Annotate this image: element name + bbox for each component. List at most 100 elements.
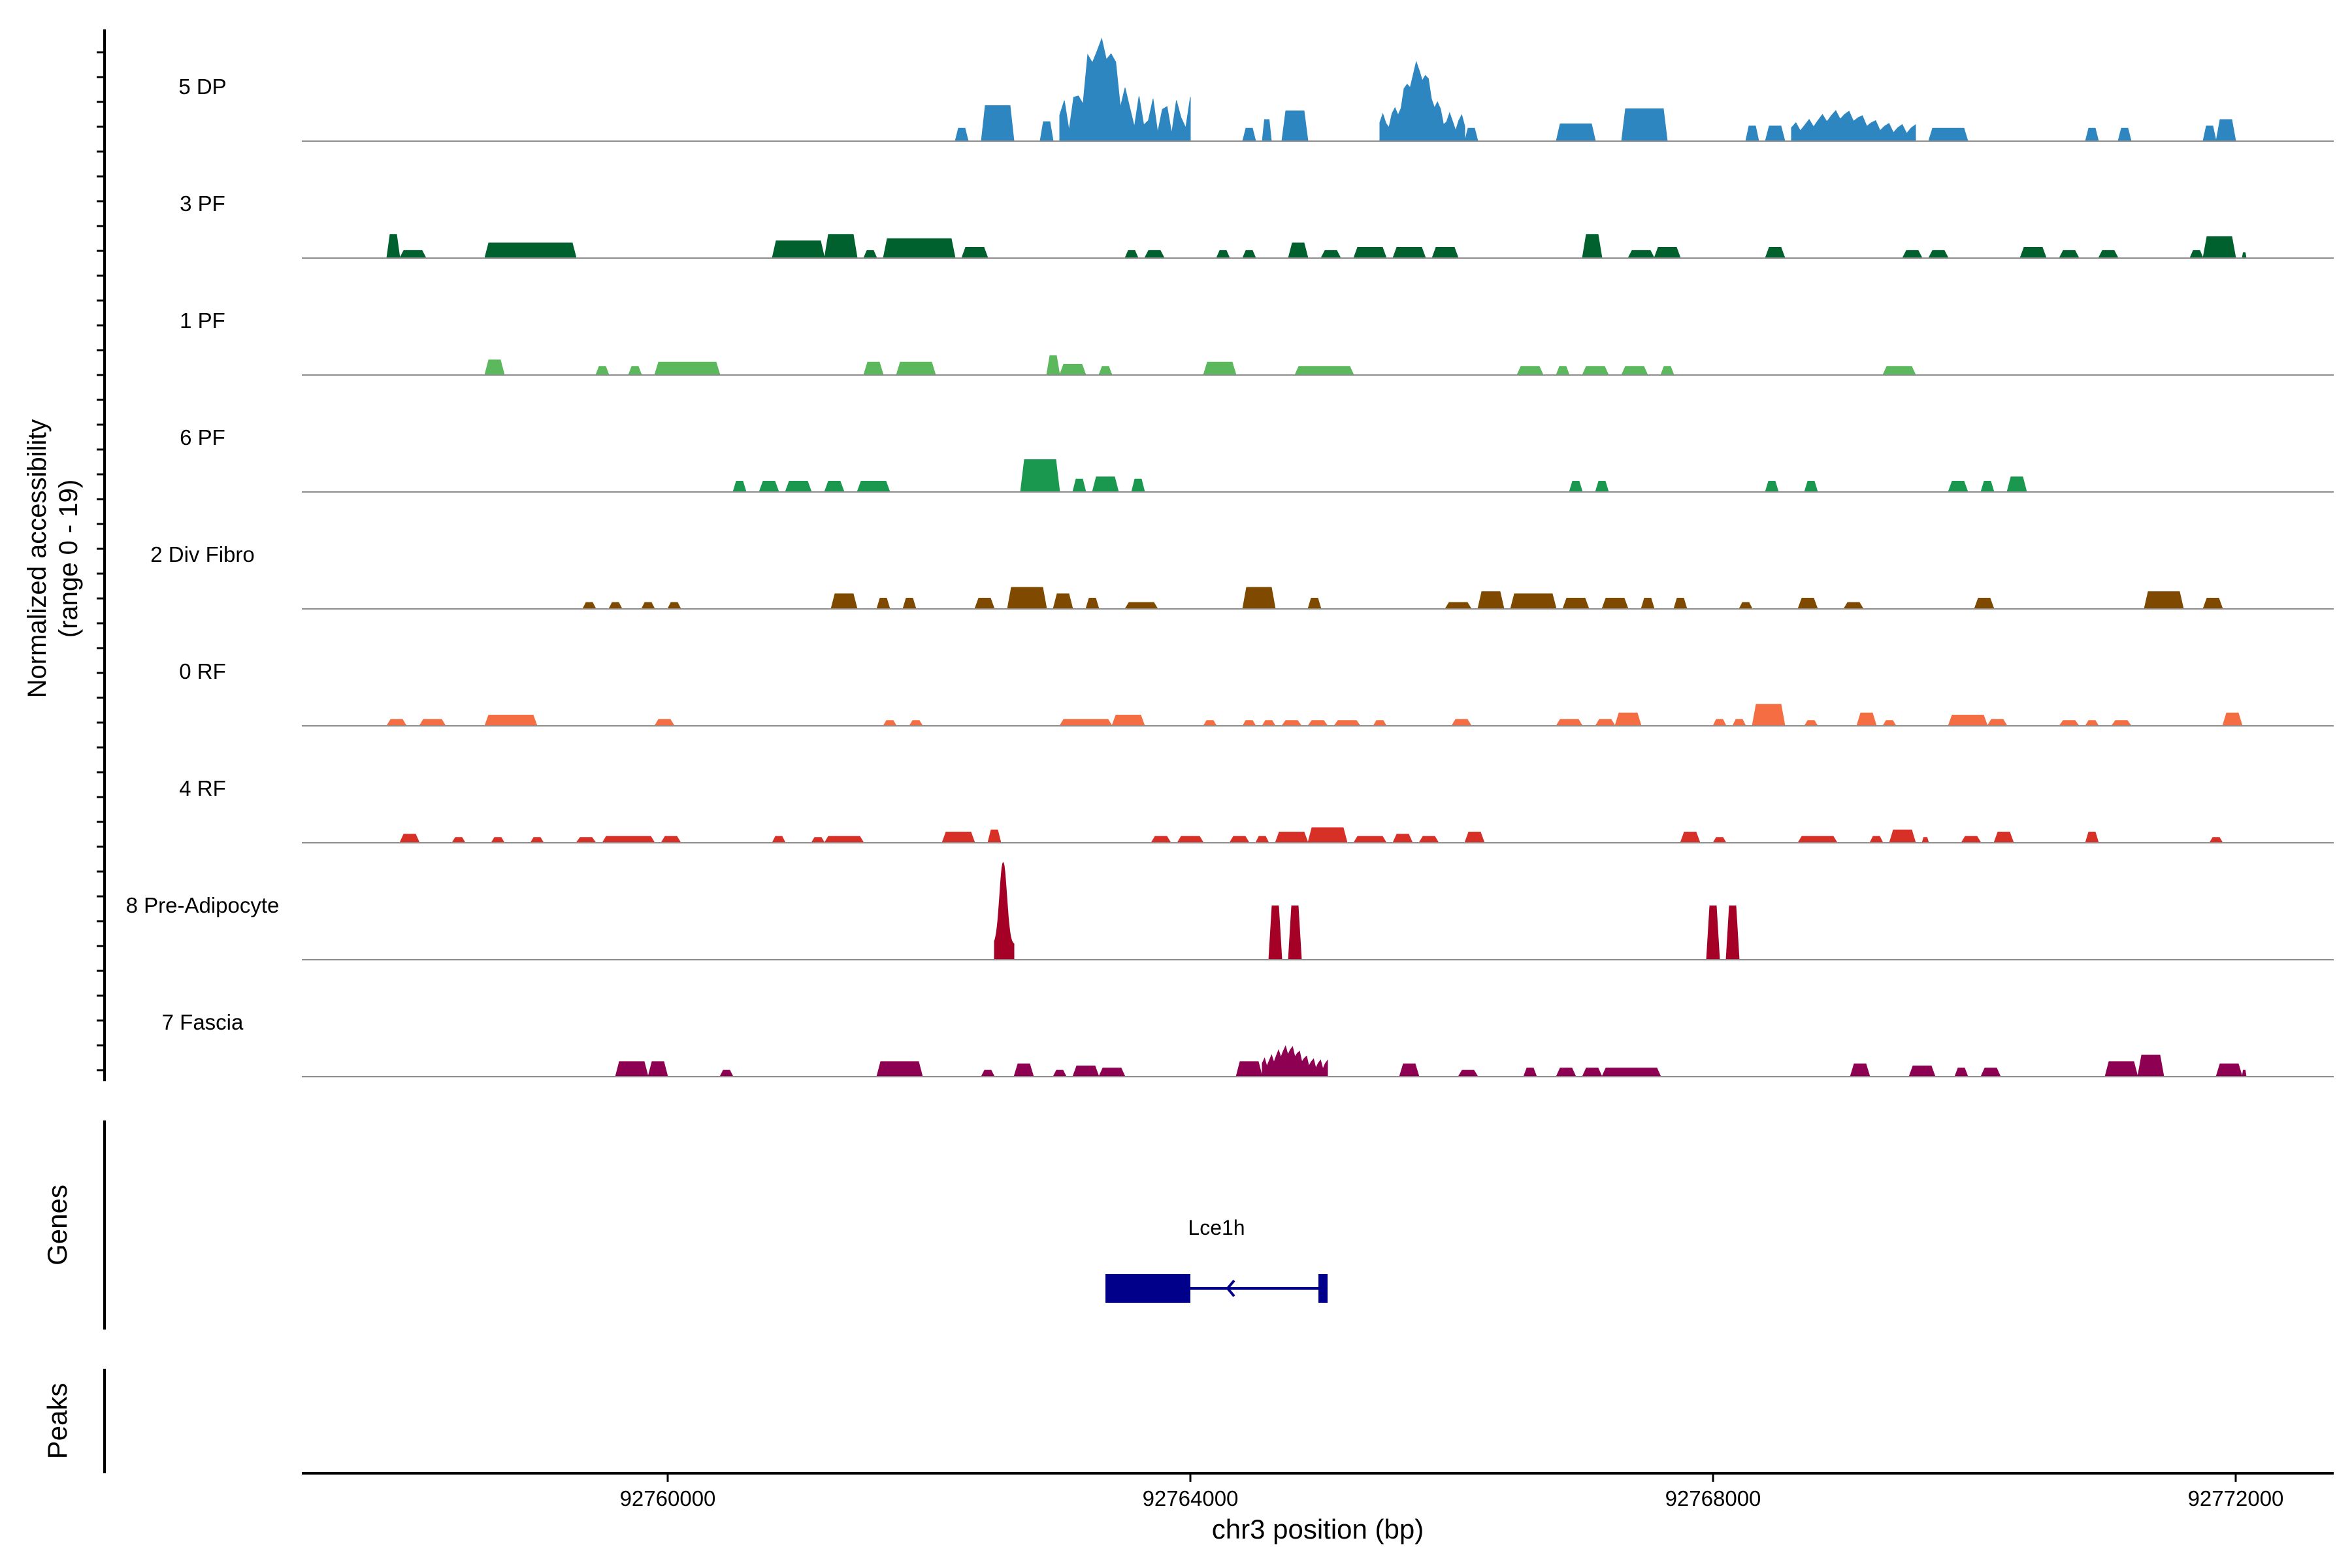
coverage-area (602, 836, 655, 843)
coverage-area (1601, 598, 1629, 610)
coverage-area (399, 250, 427, 259)
coverage-area (994, 862, 1015, 960)
coverage-area (1627, 250, 1655, 259)
coverage-area (876, 1061, 923, 1077)
coverage-area (1752, 704, 1786, 727)
coverage-area (1177, 836, 1204, 843)
coverage-area (857, 481, 890, 493)
coverage-area (1431, 247, 1459, 259)
track-label: 3 PF (180, 191, 225, 216)
coverage-area (1098, 1068, 1126, 1077)
x-tick-label: 92760000 (620, 1486, 716, 1511)
coverage-area (1294, 366, 1354, 376)
y-axis-title: Normalized accessibility (range 0 - 19) (23, 419, 83, 698)
track-5-dp: 5 DP (178, 37, 2334, 142)
coverage-area (824, 234, 858, 259)
coverage-area (1242, 587, 1276, 610)
track-label: 0 RF (179, 659, 226, 683)
track-6-pf: 6 PF (180, 425, 2334, 493)
track-label: 1 PF (180, 308, 225, 333)
track-7-fascia: 7 Fascia (162, 1010, 2334, 1077)
coverage-area (1059, 37, 1191, 142)
coverage-area (1582, 366, 1609, 376)
coverage-area (484, 715, 538, 727)
gene-label: Lce1h (1188, 1216, 1245, 1239)
y-axis-title-line2: (range 0 - 19) (54, 480, 83, 638)
coverage-area (2202, 236, 2236, 259)
coverage-area (1111, 715, 1145, 727)
coverage-tracks: 5 DP 3 PF 1 PF 6 PF 2 Div Fibro 0 RF 4 RF 8 Pre… (126, 37, 2334, 1077)
coverage-area (1092, 476, 1119, 493)
track-label: 4 RF (179, 776, 226, 800)
gene-track: Lce1h (1105, 1216, 1328, 1303)
coverage-area (1510, 593, 1557, 610)
coverage-area (824, 836, 864, 843)
track-label: 2 Div Fibro (150, 542, 255, 566)
coverage-area (1562, 598, 1590, 610)
coverage-area (576, 837, 596, 843)
coverage-area (1556, 719, 1583, 727)
coverage-area (1477, 591, 1505, 610)
coverage-y-axis-ticks (97, 51, 105, 1071)
coverage-area (1281, 720, 1302, 727)
coverage-area (1072, 1066, 1100, 1077)
track-1-pf: 1 PF (180, 308, 2334, 376)
coverage-area (2242, 1070, 2247, 1077)
track-label: 7 Fascia (162, 1010, 244, 1034)
coverage-area (615, 1061, 649, 1077)
track-3-pf: 3 PF (180, 191, 2334, 259)
coverage-area (1621, 366, 1648, 376)
coverage-area (981, 105, 1015, 142)
coverage-area (1353, 247, 1387, 259)
x-axis-title: chr3 position (bp) (1212, 1514, 1424, 1544)
coverage-area (1353, 836, 1387, 843)
track-4-rf: 4 RF (179, 776, 2334, 843)
coverage-area (772, 240, 825, 259)
coverage-area (1020, 459, 1060, 493)
coverage-area (1333, 720, 1361, 727)
x-axis-ticks: 92760000 92764000 92768000 92772000 (620, 1473, 2283, 1511)
coverage-area (2137, 1054, 2164, 1077)
coverage-area (484, 242, 577, 259)
gene-strand-arrow (1226, 1279, 1235, 1298)
x-tick-label: 92764000 (1143, 1486, 1239, 1511)
coverage-area (2144, 591, 2184, 610)
coverage-area (1621, 108, 1668, 142)
coverage-area (1262, 1045, 1328, 1077)
coverage-area (883, 238, 956, 259)
coverage-area (1601, 1068, 1661, 1077)
coverage-area (961, 247, 988, 259)
coverage-area (654, 361, 721, 376)
coverage-area (1203, 361, 1237, 376)
coverage-area (1797, 836, 1838, 843)
coverage-area (1307, 827, 1348, 843)
coverage-area (1059, 364, 1086, 376)
coverage-area (2242, 252, 2247, 259)
coverage-area (1928, 127, 1968, 142)
track-label: 8 Pre-Adipocyte (126, 893, 280, 917)
coverage-area (1124, 602, 1158, 610)
coverage-area (1516, 366, 1544, 376)
coverage-area (1392, 247, 1426, 259)
coverage-area (830, 593, 858, 610)
coverage-area (896, 361, 936, 376)
coverage-area (1307, 720, 1328, 727)
track-2-div-fibro: 2 Div Fibro (150, 542, 2334, 610)
coverage-area (1882, 366, 1916, 376)
coverage-area (785, 481, 812, 493)
coverage-area (1281, 110, 1309, 142)
coverage-area (1007, 587, 1047, 610)
coverage-area (1556, 123, 1596, 142)
coverage-area (2104, 1061, 2138, 1077)
coverage-area (419, 719, 446, 727)
track-label: 5 DP (178, 74, 226, 99)
x-tick-label: 92768000 (1665, 1486, 1761, 1511)
coverage-area (1059, 719, 1113, 727)
coverage-area (2019, 247, 2047, 259)
y-axis-title-line1: Normalized accessibility (23, 419, 52, 698)
track-label: 6 PF (180, 425, 225, 449)
coverage-area (1908, 1066, 1936, 1077)
gene-exon (1105, 1274, 1190, 1303)
